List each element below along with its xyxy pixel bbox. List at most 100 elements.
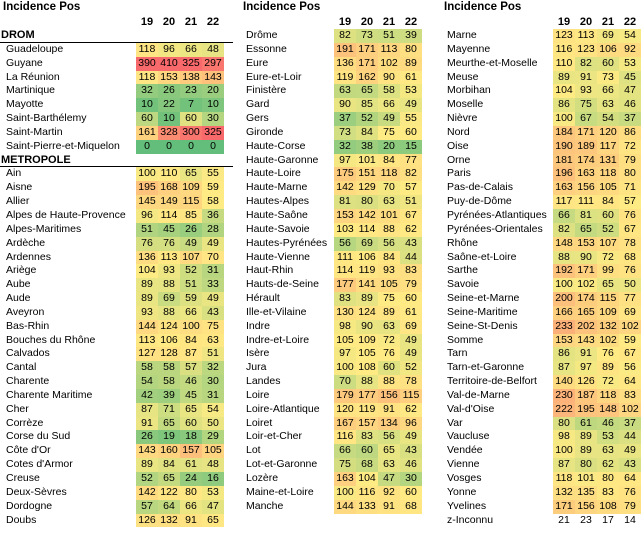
- value-cell: 142: [334, 181, 356, 196]
- value-cell: 101: [356, 153, 378, 168]
- value-cell: 102: [575, 278, 597, 293]
- value-cell: 106: [158, 333, 180, 348]
- value-cell: 89: [136, 292, 158, 306]
- value-cell: 118: [136, 70, 158, 85]
- value-cell: 70: [334, 375, 356, 389]
- value-cell: 60: [400, 292, 422, 306]
- row-label: Moselle: [447, 98, 484, 111]
- year-header: 20: [162, 16, 176, 28]
- value-cell: 116: [334, 430, 356, 445]
- table-row: Gard 90 85 66 49: [240, 98, 424, 113]
- table-row: Eure-et-Loir 119 162 90 61: [240, 70, 424, 85]
- value-cell: 196: [553, 167, 575, 182]
- table-row: Meurthe-et-Moselle 110 82 60 53: [441, 56, 643, 71]
- value-cell: 53: [619, 56, 641, 71]
- year-header: 20: [579, 16, 593, 28]
- value-cell: 48: [202, 458, 224, 472]
- row-label: Eure: [246, 56, 269, 69]
- row-label: Lot: [246, 444, 261, 457]
- year-header: 21: [184, 16, 198, 28]
- row-label: Pas-de-Calais: [447, 181, 513, 194]
- value-cell: 47: [619, 84, 641, 99]
- value-cell: 84: [180, 333, 202, 348]
- value-cell: 21: [558, 513, 570, 526]
- row-label: Oise: [447, 139, 469, 152]
- value-cell: 63: [597, 98, 619, 113]
- value-cell: 92: [619, 42, 641, 57]
- value-cell: 113: [575, 29, 597, 43]
- value-cell: 133: [356, 499, 378, 514]
- table-row: Finistère 63 65 58 53: [240, 84, 424, 99]
- value-cell: 29: [202, 430, 224, 445]
- value-cell: 62: [597, 458, 619, 472]
- value-cell: 87: [553, 458, 575, 472]
- value-cell: 0: [158, 139, 180, 154]
- table-row: Aude 89 69 59 49: [0, 292, 233, 306]
- table-row: Ille-et-Vilaine 130 124 89 61: [240, 305, 424, 320]
- value-cell: 115: [180, 195, 202, 209]
- value-cell: 118: [597, 167, 619, 182]
- value-cell: 49: [378, 112, 400, 126]
- value-cell: 72: [619, 139, 641, 154]
- table-row: Rhône 148 153 107 78: [441, 236, 643, 251]
- value-cell: 20: [202, 84, 224, 99]
- row-label: Jura: [246, 361, 267, 374]
- value-cell: 79: [400, 278, 422, 293]
- value-cell: 23: [180, 84, 202, 99]
- value-cell: 156: [378, 388, 400, 403]
- value-cell: 70: [202, 250, 224, 265]
- table-row: Loire-Atlantique 120 119 91 62: [240, 402, 424, 417]
- value-cell: 222: [553, 402, 575, 417]
- value-cell: 114: [334, 264, 356, 279]
- row-label: Vosges: [447, 472, 482, 484]
- table-row: Manche 144 133 91 68: [240, 499, 424, 514]
- value-cell: 118: [136, 42, 158, 57]
- value-cell: 181: [553, 153, 575, 168]
- row-label: Cher: [6, 402, 29, 415]
- value-cell: 84: [158, 458, 180, 472]
- table-row: Deux-Sèvres 142 122 80 53: [0, 485, 233, 500]
- value-cell: 123: [553, 29, 575, 43]
- value-cell: 82: [575, 56, 597, 71]
- value-cell: 156: [575, 181, 597, 196]
- row-label: Val-de-Marne: [447, 388, 510, 401]
- value-cell: 93: [378, 264, 400, 279]
- value-cell: 75: [378, 125, 400, 140]
- value-cell: 96: [400, 416, 422, 431]
- value-cell: 58: [158, 375, 180, 389]
- table-row: Charente Maritime 42 39 45 31: [0, 388, 233, 403]
- row-label: Maine-et-Loire: [246, 485, 314, 498]
- value-cell: 174: [575, 292, 597, 306]
- value-cell: 105: [356, 347, 378, 362]
- table-row: Dordogne 57 64 66 47: [0, 499, 233, 514]
- table-row: Doubs 126 132 91 65: [0, 513, 233, 528]
- value-cell: 49: [202, 292, 224, 306]
- table-row: Ain 100 110 65 55: [0, 167, 233, 182]
- table-row: Saint-Martin 161 328 300 325: [0, 125, 233, 140]
- value-cell: 62: [400, 402, 422, 417]
- row-label: Drôme: [246, 29, 278, 41]
- year-header: 19: [338, 16, 352, 28]
- value-cell: 177: [356, 388, 378, 403]
- value-cell: 59: [619, 333, 641, 348]
- value-cell: 45: [158, 222, 180, 237]
- value-cell: 109: [597, 305, 619, 320]
- row-label: Charente: [6, 375, 50, 388]
- value-cell: 84: [597, 195, 619, 209]
- value-cell: 104: [553, 84, 575, 99]
- value-cell: 177: [334, 278, 356, 293]
- value-cell: 49: [202, 236, 224, 251]
- value-cell: 44: [619, 430, 641, 445]
- value-cell: 100: [553, 112, 575, 126]
- row-label: Saône-et-Loire: [447, 250, 517, 263]
- value-cell: 153: [334, 208, 356, 223]
- value-cell: 63: [597, 444, 619, 459]
- row-label: Somme: [447, 333, 484, 346]
- value-cell: 87: [180, 347, 202, 362]
- table-row: Vienne 87 80 62 43: [441, 458, 643, 472]
- value-cell: 87: [136, 402, 158, 417]
- value-cell: 149: [158, 195, 180, 209]
- row-label: Morbihan: [447, 84, 491, 97]
- value-cell: 65: [180, 167, 202, 182]
- table-row: Ardèche 76 76 49 49: [0, 236, 233, 251]
